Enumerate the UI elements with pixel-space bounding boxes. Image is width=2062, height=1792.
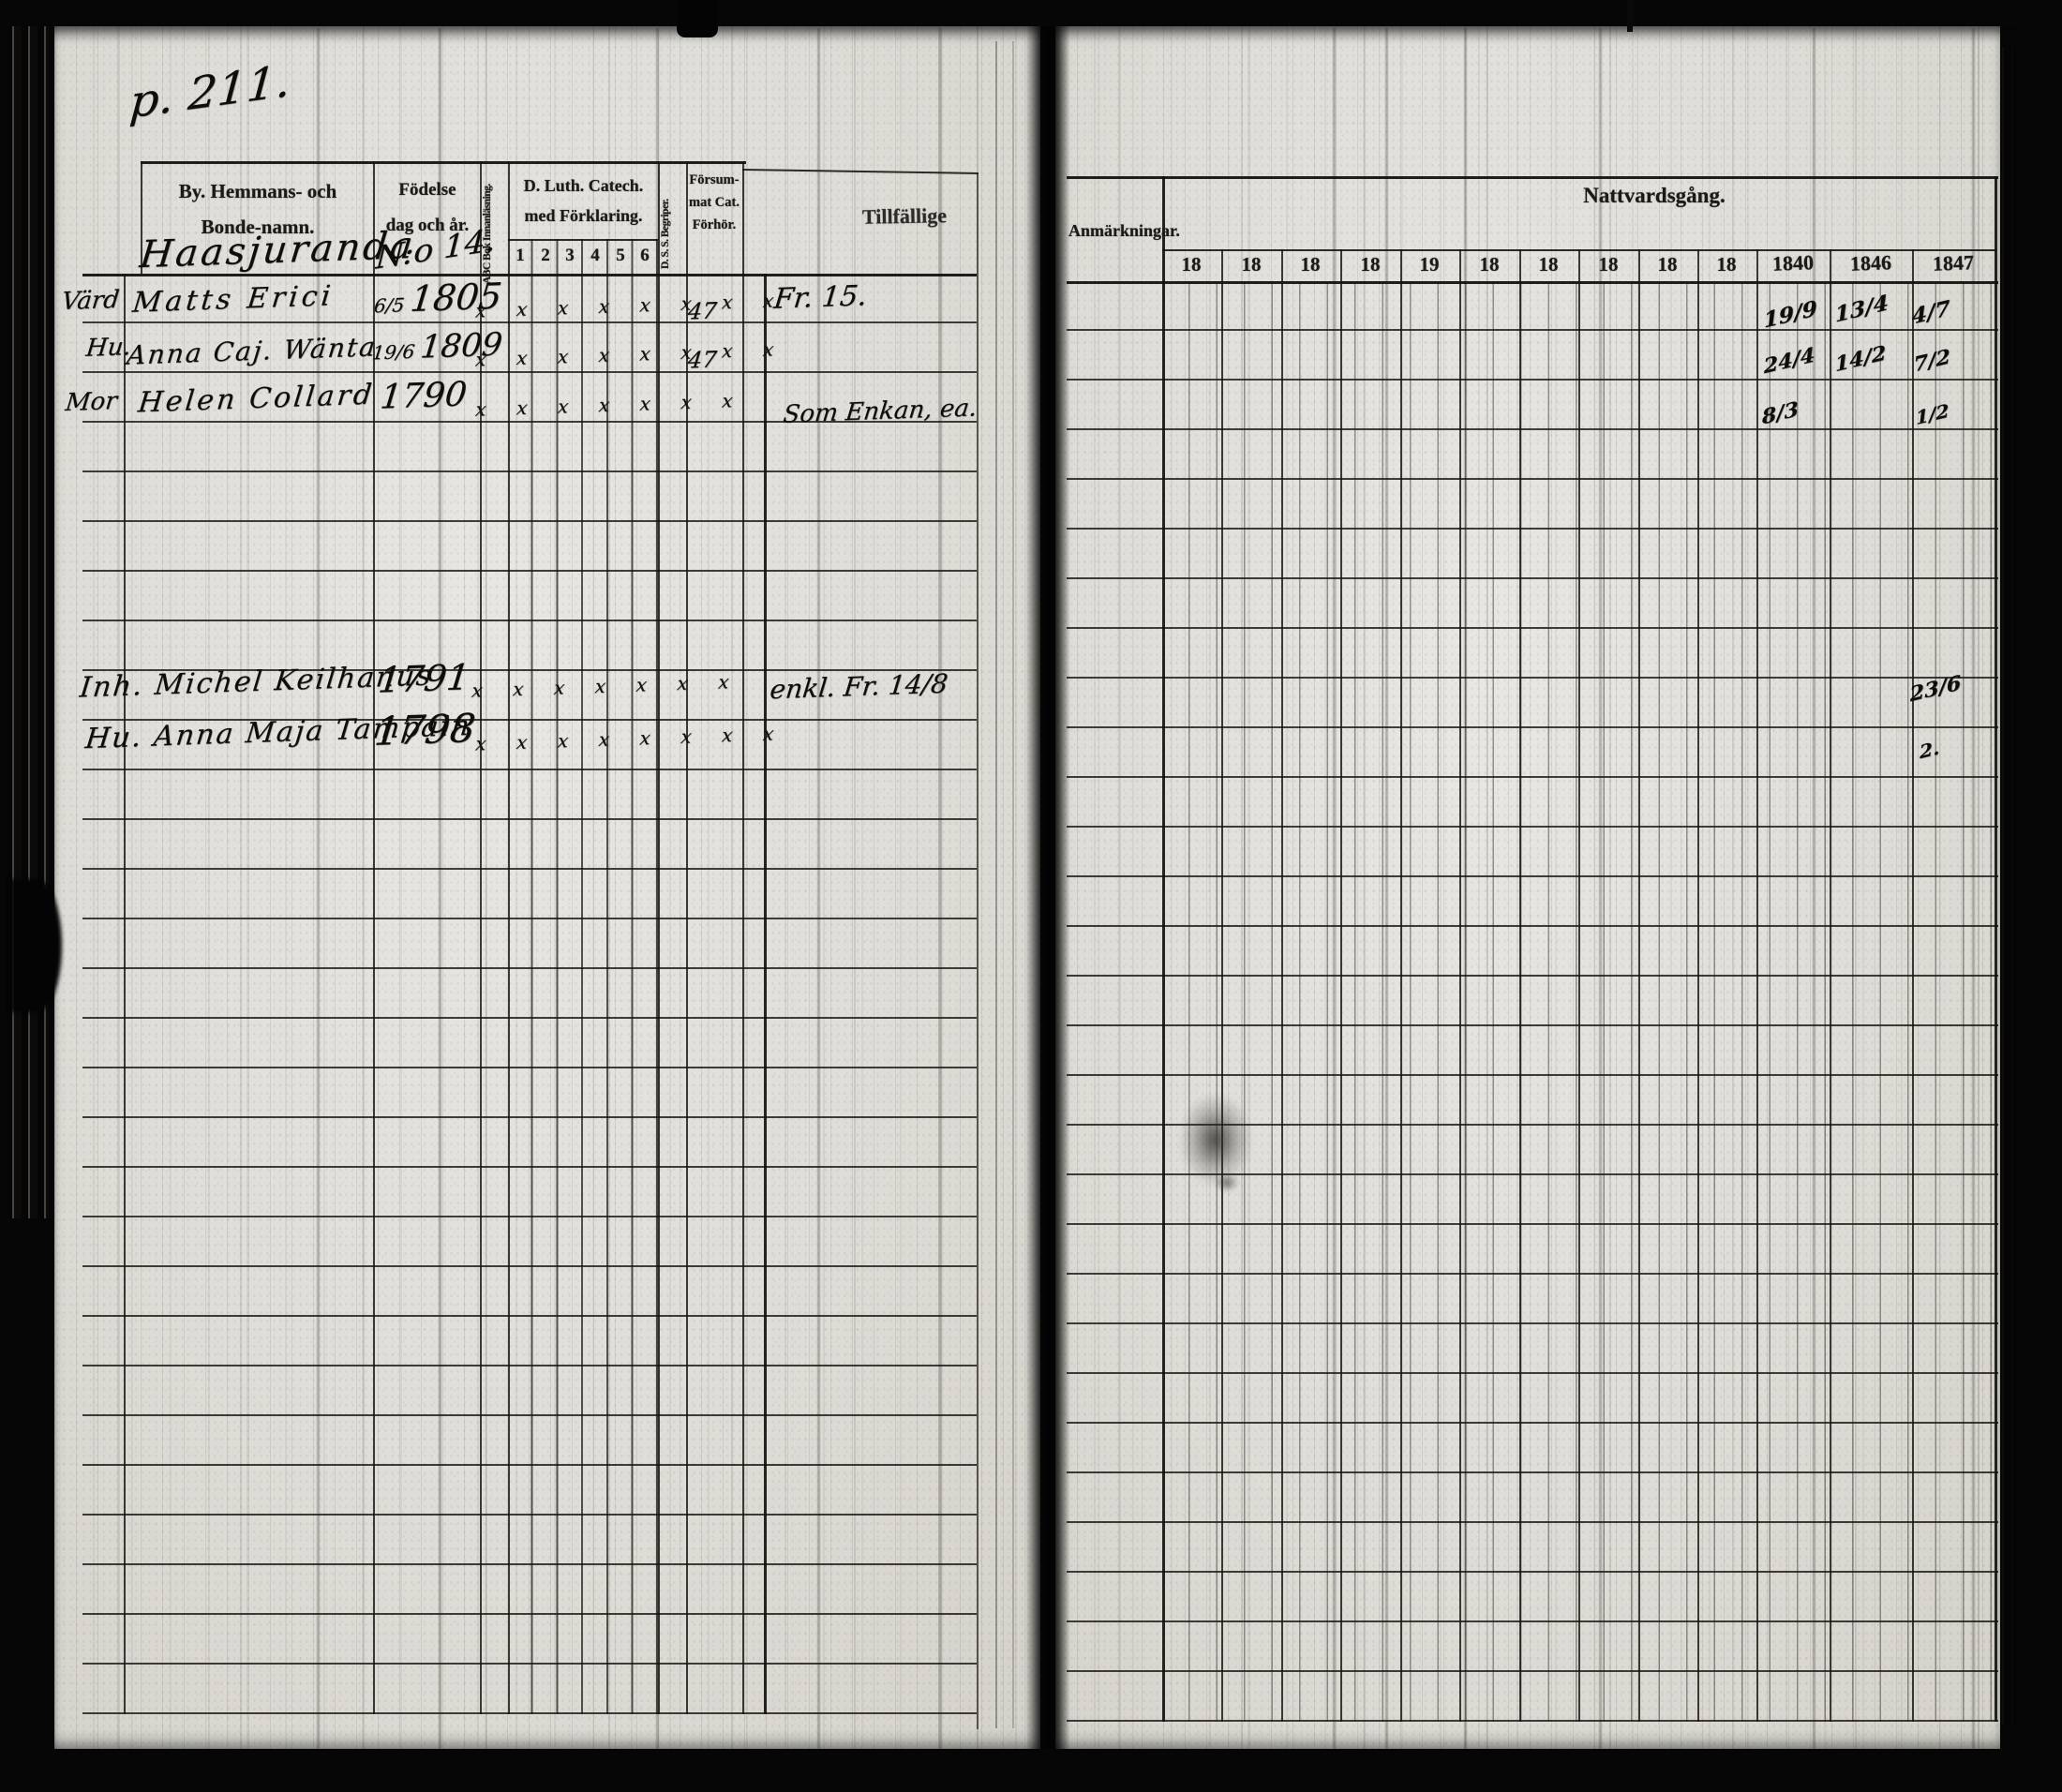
year-label: 18 <box>1657 253 1678 276</box>
year-label: 18 <box>1241 253 1262 276</box>
grid-line <box>1638 249 1640 1722</box>
grid-line <box>1756 249 1758 1722</box>
year-label-1847: 1847 <box>1932 250 1975 276</box>
catech-subcol-4: 4 <box>590 246 600 265</box>
year-label: 19 <box>1419 253 1440 276</box>
grid-line <box>480 161 482 1714</box>
grid-line <box>1459 249 1461 1722</box>
grid-line <box>124 274 126 1714</box>
catech-subcol-2: 2 <box>541 246 550 265</box>
header-top-line <box>141 161 746 164</box>
grid-line <box>764 274 767 1714</box>
year-label: 18 <box>1479 253 1500 276</box>
grid-line <box>1281 249 1283 1722</box>
row2-prefix: Hu. <box>84 333 133 363</box>
top-tick-artifact <box>1627 0 1633 32</box>
scan-edge-blob <box>11 879 62 1012</box>
scan-edge-right <box>2017 0 2062 1792</box>
grid-line <box>1162 176 1165 1722</box>
row1-prefix: Värd <box>60 285 121 317</box>
grid-line <box>1340 249 1342 1722</box>
grid-line <box>686 161 688 1714</box>
col-header-occasional: Tillfällige <box>861 203 948 229</box>
col-header-missed-line3: Förhör. <box>692 217 737 232</box>
grid-line <box>1519 249 1521 1722</box>
page-edge-line <box>995 41 997 1728</box>
col-header-name-line2: Bonde-namn. <box>201 216 315 238</box>
row3-birth-year: 1790 <box>378 375 469 417</box>
scan-edge-bottom <box>0 1749 2062 1792</box>
row10-birth-year: 1798 <box>372 705 478 754</box>
scan-edge-top <box>0 0 2062 26</box>
row10-communion-1847: 2. <box>1919 736 1940 764</box>
ink-stain-small <box>1215 1173 1239 1192</box>
col-header-remarks: Anmärkningar. <box>1068 221 1180 240</box>
grid-line <box>658 161 660 1714</box>
year-label-1840: 1840 <box>1771 250 1815 276</box>
page-edge-line <box>2002 47 2004 1725</box>
grid-line <box>373 161 375 1714</box>
grid-line <box>1221 249 1223 1722</box>
row2-missed-value: 47 <box>686 346 719 374</box>
year-label-1846: 1846 <box>1849 250 1892 276</box>
catech-subcol-5: 5 <box>616 246 625 265</box>
catech-subcol-3: 3 <box>565 246 575 265</box>
grid-line <box>742 161 744 1714</box>
top-notch-artifact <box>677 0 718 37</box>
page-edge-line <box>1012 41 1014 1728</box>
row2-birth-day: 19/6 <box>371 339 416 365</box>
col-header-missed-line2: mat Cat. <box>689 195 740 210</box>
grid-line <box>141 161 142 274</box>
catech-subcolumn-lines <box>508 239 660 1714</box>
col-header-name-line1: By. Hemmans- och <box>178 180 337 202</box>
col-header-missed-line1: Försum- <box>689 172 740 187</box>
col-header-dss-vertical: D. S. S. Begriper. <box>660 199 671 270</box>
row1-birth-day: 6/5 <box>372 293 406 318</box>
communion-section-title: Nattvardsgång. <box>1583 184 1726 207</box>
grid-line <box>1697 249 1699 1722</box>
year-label: 18 <box>1360 253 1381 276</box>
book-gutter <box>1025 0 1070 1792</box>
page-edge-line <box>2011 47 2013 1725</box>
grid-line <box>1400 249 1402 1722</box>
page-edge-line <box>977 173 979 1729</box>
right-header-top-line <box>1067 176 1998 179</box>
year-label: 18 <box>1716 253 1737 276</box>
page-stack-edges <box>6 0 49 1218</box>
col-header-catech-line1: D. Luth. Catech. <box>523 176 644 195</box>
col-header-birth-line2: dag och år. <box>385 216 470 235</box>
row3-prefix: Mor <box>64 387 119 417</box>
row1-missed-value: 47 <box>686 297 719 325</box>
row9-note: enkl. Fr. 14/8 <box>768 667 949 706</box>
year-label: 18 <box>1300 253 1321 276</box>
grid-line <box>1912 249 1914 1722</box>
row9-birth-year: 1791 <box>376 656 472 701</box>
year-label: 18 <box>1598 253 1619 276</box>
col-header-catech-line2: med Förklaring. <box>524 206 643 225</box>
grid-line <box>1995 176 1997 1722</box>
catech-subcol-1: 1 <box>516 246 525 265</box>
catech-subcol-6: 6 <box>640 246 650 265</box>
year-label: 18 <box>1181 253 1202 276</box>
ink-stain <box>1179 1093 1252 1187</box>
grid-line <box>1578 249 1580 1722</box>
col-header-birth-line1: Födelse <box>398 180 456 200</box>
grid-line <box>1830 249 1831 1722</box>
row1-note: Fr. 15. <box>771 279 869 316</box>
year-label: 18 <box>1538 253 1559 276</box>
